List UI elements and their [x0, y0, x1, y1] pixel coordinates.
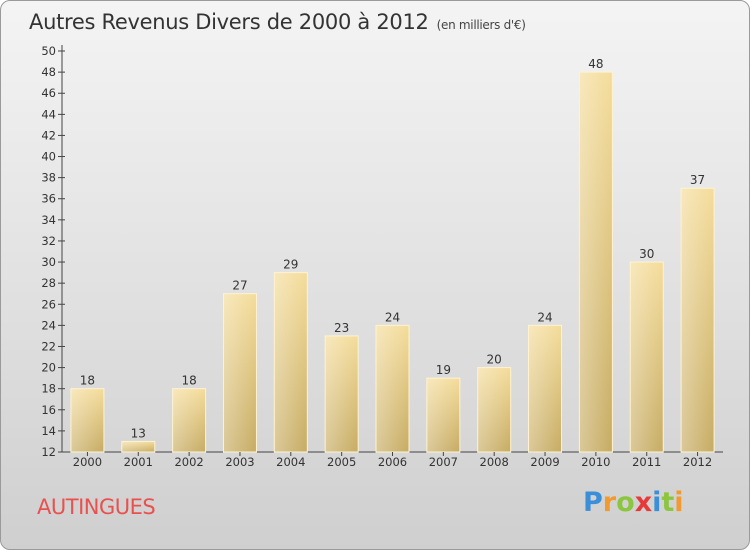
bar-value-label: 37	[690, 173, 705, 187]
bar-value-label: 29	[283, 258, 298, 272]
bar-highlight-2010	[578, 71, 613, 453]
bar-value-label: 20	[487, 353, 502, 367]
x-tick-label: 2009	[530, 455, 559, 469]
bar-highlight-2005	[324, 335, 359, 453]
y-tick-label: 14	[41, 424, 56, 438]
x-tick-label: 2011	[632, 455, 661, 469]
chart-title: Autres Revenus Divers de 2000 à 2012 (en …	[29, 10, 526, 34]
x-tick-label: 2003	[225, 455, 254, 469]
chart-subtitle: (en milliers d'€)	[436, 18, 526, 32]
bar-highlight-2006	[375, 324, 410, 453]
y-tick-label: 30	[41, 255, 56, 269]
y-tick-label: 42	[41, 128, 56, 142]
y-tick-label: 16	[41, 403, 56, 417]
x-tick-label: 2002	[174, 455, 203, 469]
x-tick-label: 2012	[683, 455, 712, 469]
bar-highlight-2000	[70, 388, 105, 453]
bar-value-label: 19	[436, 363, 451, 377]
bar-value-label: 23	[334, 321, 349, 335]
x-tick-label: 2006	[378, 455, 407, 469]
bar-highlight-2012	[680, 187, 715, 453]
title-text: Autres Revenus Divers de 2000 à 2012	[29, 10, 429, 34]
bar-highlight-2004	[273, 272, 308, 453]
bar-value-label: 48	[588, 57, 603, 71]
x-tick-label: 2008	[480, 455, 509, 469]
bar-value-label: 18	[181, 374, 196, 388]
y-tick-label: 50	[41, 44, 56, 58]
logo-letter: i	[674, 487, 684, 518]
y-tick-label: 28	[41, 276, 56, 290]
logo-letter: t	[661, 487, 675, 518]
bar-value-label: 24	[385, 310, 400, 324]
bar-highlight-2011	[629, 261, 664, 453]
bar-value-label: 13	[131, 426, 146, 440]
y-tick-label: 46	[41, 86, 56, 100]
y-tick-label: 48	[41, 65, 56, 79]
y-tick-label: 44	[41, 107, 56, 121]
y-tick-label: 24	[41, 318, 56, 332]
x-tick-label: 2004	[276, 455, 305, 469]
bar-highlight-2001	[121, 440, 156, 453]
y-tick-label: 36	[41, 192, 56, 206]
x-tick-label: 2005	[327, 455, 356, 469]
y-tick-label: 18	[41, 382, 56, 396]
y-tick-label: 34	[41, 213, 56, 227]
logo-letter: x	[634, 487, 653, 518]
logo-letter: P	[583, 487, 603, 518]
y-tick-label: 22	[41, 339, 56, 353]
bar-value-label: 24	[537, 310, 552, 324]
bar-value-label: 27	[232, 279, 247, 293]
bar-highlight-2008	[477, 367, 512, 453]
bar-highlight-2007	[426, 377, 461, 453]
y-tick-label: 20	[41, 361, 56, 375]
x-tick-label: 2010	[581, 455, 610, 469]
logo-letter: o	[616, 487, 635, 518]
bar-highlight-2009	[528, 324, 563, 453]
proxiti-logo: Proxiti	[583, 487, 684, 518]
logo-letter: r	[602, 487, 617, 518]
town-name: AUTINGUES	[37, 495, 156, 519]
bar-value-label: 30	[639, 247, 654, 261]
y-tick-label: 38	[41, 171, 56, 185]
x-tick-label: 2001	[124, 455, 153, 469]
y-tick-label: 12	[41, 445, 56, 459]
y-tick-label: 40	[41, 150, 56, 164]
x-tick-label: 2007	[429, 455, 458, 469]
y-tick-label: 26	[41, 297, 56, 311]
bar-value-label: 18	[80, 374, 95, 388]
y-tick-label: 32	[41, 234, 56, 248]
x-tick-label: 2000	[73, 455, 102, 469]
bar-highlight-2003	[222, 293, 257, 453]
logo-letter: i	[652, 487, 662, 518]
bar-highlight-2002	[172, 388, 207, 453]
